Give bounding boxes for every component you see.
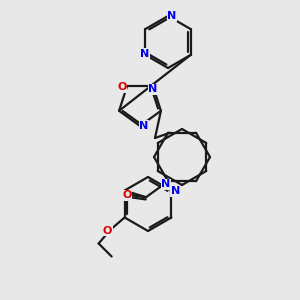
Text: N: N	[161, 179, 171, 189]
Text: O: O	[103, 226, 112, 236]
Text: N: N	[171, 187, 180, 196]
Text: O: O	[117, 82, 127, 92]
Text: O: O	[122, 190, 132, 200]
Text: N: N	[140, 121, 148, 131]
Text: N: N	[148, 84, 158, 94]
Text: N: N	[140, 49, 149, 59]
Text: N: N	[167, 11, 177, 21]
